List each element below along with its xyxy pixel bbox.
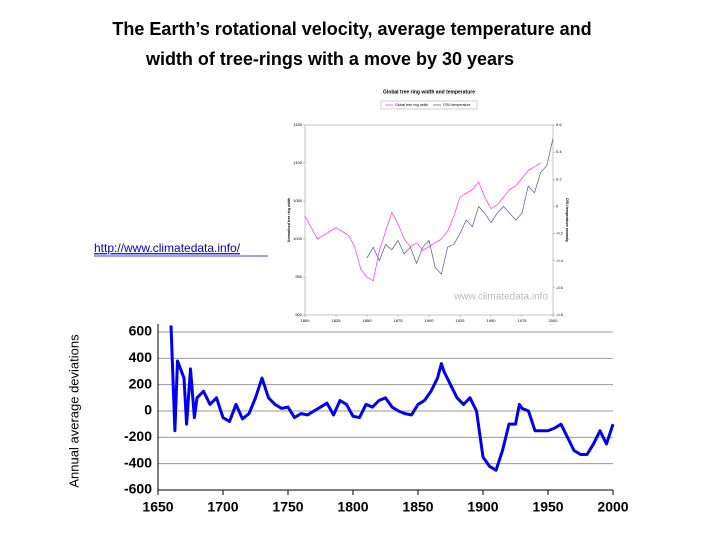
x-tick-label: 2000 <box>549 318 559 323</box>
chart: -600 -400 -200 0 200 400 600 1650 1700 1750 1800 18… <box>66 323 628 515</box>
y-tick-label: 200 <box>129 375 153 391</box>
legend-box <box>380 100 478 110</box>
x-tick-label: 2000 <box>597 499 628 515</box>
slide-title: The Earth’s rotational velocity, average… <box>112 19 591 39</box>
y2-tick-label: -0.4 <box>556 258 564 263</box>
y-tick-label: -400 <box>124 454 152 470</box>
y-tick-label: 1000 <box>293 236 303 241</box>
x-tick-label: 1875 <box>394 318 404 323</box>
data-line <box>366 138 554 275</box>
x-tick-label: 1900 <box>467 499 498 515</box>
chart-background <box>285 85 565 330</box>
data-line <box>169 325 615 472</box>
chart-title: Global tree ring width and temperature <box>383 89 475 95</box>
slide-title: width of tree-rings with a move by 30 ye… <box>145 49 514 69</box>
y2-tick-label: -0.6 <box>556 285 564 290</box>
x-tick-label: 1750 <box>272 499 303 515</box>
y2-tick-label: -0.2 <box>556 231 564 236</box>
chart: 900 950 1000 1050 1100 1150 -0.8 -0.6 -0.4 -0.2 0 0… <box>285 85 569 330</box>
x-tick-label: 1950 <box>487 318 497 323</box>
y2-tick-label: 0.2 <box>556 176 562 181</box>
x-tick-label: 1850 <box>402 499 433 515</box>
x-tick-label: 1650 <box>142 499 173 515</box>
y2-axis-label: CRU temperature anomaly <box>565 198 569 242</box>
y-axis-label: Normalised tree ring width <box>287 198 291 242</box>
link[interactable]: http://www.climatedata.info/ <box>94 241 241 255</box>
y-tick-label: 950 <box>295 274 302 279</box>
y-axis-label: Annual average deviations <box>66 334 81 488</box>
y-tick-label: -600 <box>124 481 152 497</box>
y-tick-label: 900 <box>295 312 302 317</box>
watermark: www.climatedata.info <box>453 292 548 303</box>
y-tick-label: 1100 <box>293 160 302 165</box>
y-tick-label: 0 <box>144 402 152 418</box>
legend-label: Global tree ring width <box>395 103 428 107</box>
x-tick-label: 1950 <box>532 499 563 515</box>
x-tick-label: 1700 <box>207 499 238 515</box>
x-tick-label: 1900 <box>425 318 435 323</box>
x-tick-label: 1975 <box>518 318 528 323</box>
y2-tick-label: 0 <box>556 203 559 208</box>
x-tick-label: 1850 <box>363 318 373 323</box>
y-tick-label: 1150 <box>293 122 302 127</box>
y-tick-label: 600 <box>129 323 153 339</box>
y-tick-label: -200 <box>124 428 152 444</box>
y2-tick-label: -0.8 <box>556 312 564 317</box>
data-line <box>304 162 541 282</box>
x-tick-label: 1925 <box>456 318 466 323</box>
x-tick-label: 1825 <box>332 318 342 323</box>
y2-tick-label: 0.4 <box>556 149 562 154</box>
y-tick-label: 1050 <box>293 198 303 203</box>
x-tick-label: 1800 <box>301 318 311 323</box>
x-tick-label: 1800 <box>337 499 368 515</box>
legend-label: CRU temperature <box>443 103 470 107</box>
y-tick-label: 400 <box>129 349 153 365</box>
y2-tick-label: 0.6 <box>556 122 562 127</box>
